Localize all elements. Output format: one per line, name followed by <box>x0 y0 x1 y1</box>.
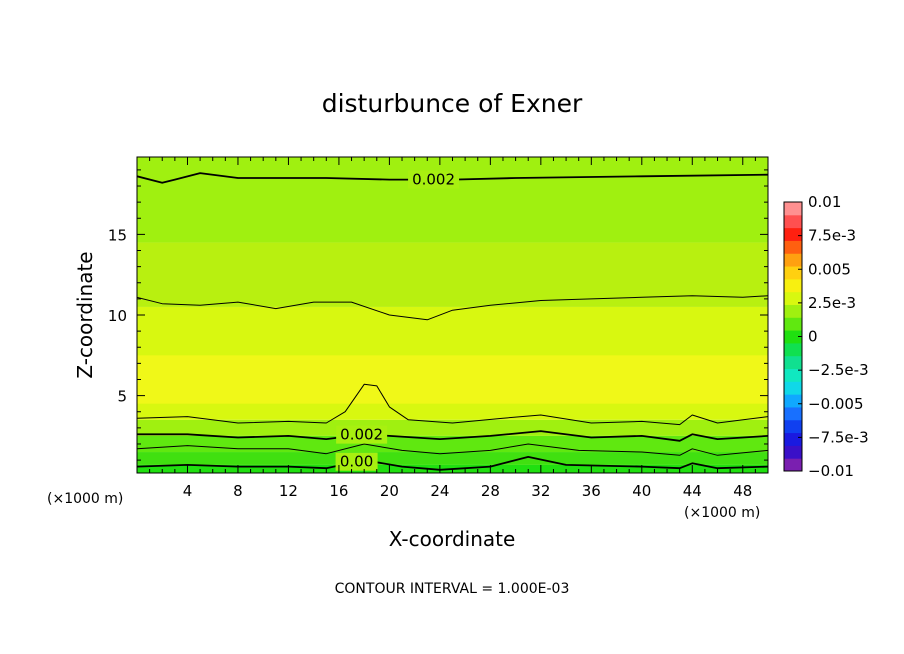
colorbar-label-3: 2.5e-3 <box>808 294 856 312</box>
colorbar-swatch-16 <box>784 253 802 267</box>
colorbar-swatch-19 <box>784 214 802 229</box>
contour-label-bg-3 <box>336 425 388 444</box>
colorbar-label-1: 7.5e-3 <box>808 227 856 245</box>
colorbar-label-5: −2.5e-3 <box>808 361 869 379</box>
chart-title: disturbunce of Exner <box>322 89 583 118</box>
contour-label-0: 0.002 <box>412 171 455 189</box>
fill-band-1 <box>137 452 768 465</box>
colorbar-swatch-1 <box>784 445 802 459</box>
colorbar-label-7: −7.5e-3 <box>808 428 869 446</box>
x-tick-label-36: 36 <box>582 482 601 500</box>
colorbar-swatch-18 <box>784 227 802 241</box>
plot-area <box>137 157 768 473</box>
colorbar-swatch-11 <box>784 317 802 331</box>
contour-line-3 <box>137 430 768 442</box>
y-tick-label-10: 10 <box>108 307 127 325</box>
colorbar-swatch-2 <box>784 432 802 446</box>
colorbar-swatch-14 <box>784 278 802 293</box>
y-axis-label: Z-coordinate <box>73 251 97 378</box>
colorbar-swatch-12 <box>784 304 802 318</box>
contour-line-0 <box>137 172 768 184</box>
x-tick-label-12: 12 <box>279 482 298 500</box>
x-tick-label-20: 20 <box>380 482 399 500</box>
colorbar-swatch-4 <box>784 406 802 421</box>
fill-band-3 <box>137 419 768 436</box>
colorbar-swatch-8 <box>784 355 802 370</box>
x-tick-label-28: 28 <box>481 482 500 500</box>
colorbar-swatch-15 <box>784 266 802 280</box>
y-axis-unit-label: (×1000 m) <box>47 491 123 507</box>
x-tick-label-16: 16 <box>329 482 348 500</box>
y-tick-label-15: 15 <box>108 226 127 244</box>
colorbar-swatch-10 <box>784 330 802 344</box>
filled-contours <box>137 157 768 473</box>
fill-band-5 <box>137 355 768 404</box>
fill-band-6 <box>137 242 768 307</box>
x-tick-label-24: 24 <box>430 482 449 500</box>
contour-label-bg-0 <box>408 170 460 189</box>
contour-labels: 0.002 0.002 0.00 <box>335 170 460 471</box>
contour-line-2 <box>137 383 768 426</box>
colorbar-label-0: 0.01 <box>808 193 841 211</box>
colorbar: 0.01 7.5e-3 0.005 2.5e-3 0 −2.5e-3 −0.005 −7.5e… <box>783 193 869 480</box>
colorbar-label-8: −0.01 <box>808 462 854 480</box>
contour-line-4 <box>137 443 768 456</box>
contour-interval-footer: CONTOUR INTERVAL = 1.000E-03 <box>335 581 570 597</box>
y-tick-label-5: 5 <box>117 388 127 406</box>
x-axis-ticks: 4 8 12 16 20 24 28 32 36 40 44 48 <box>149 157 756 500</box>
colorbar-swatch-20 <box>784 202 802 216</box>
colorbar-swatch-13 <box>784 291 802 305</box>
x-axis-label: X-coordinate <box>389 527 516 551</box>
fill-band-2 <box>137 435 768 453</box>
colorbar-swatch-0 <box>784 458 802 472</box>
contour-label-bg-5 <box>335 452 378 471</box>
x-axis-unit-label: (×1000 m) <box>684 505 760 521</box>
colorbar-swatch-5 <box>784 394 802 408</box>
contour-line-1 <box>137 295 768 321</box>
colorbar-swatch-7 <box>784 368 802 382</box>
colorbar-swatch-17 <box>784 240 802 254</box>
y-axis-ticks: 5 10 15 <box>108 169 768 461</box>
colorbar-swatch-6 <box>784 381 802 395</box>
contour-lines <box>137 172 768 471</box>
colorbar-label-6: −0.005 <box>808 395 864 413</box>
x-tick-label-32: 32 <box>531 482 550 500</box>
contour-label-3: 0.002 <box>340 426 383 444</box>
colorbar-label-4: 0 <box>808 328 818 346</box>
colorbar-label-2: 0.005 <box>808 260 851 278</box>
colorbar-swatch-9 <box>784 342 802 357</box>
contour-label-5: 0.00 <box>340 453 373 471</box>
x-tick-label-44: 44 <box>683 482 702 500</box>
colorbar-swatch-3 <box>784 419 802 434</box>
x-tick-label-4: 4 <box>183 482 193 500</box>
x-tick-label-48: 48 <box>733 482 752 500</box>
x-tick-label-8: 8 <box>233 482 243 500</box>
contour-line-5 <box>137 456 768 471</box>
x-tick-label-40: 40 <box>632 482 651 500</box>
